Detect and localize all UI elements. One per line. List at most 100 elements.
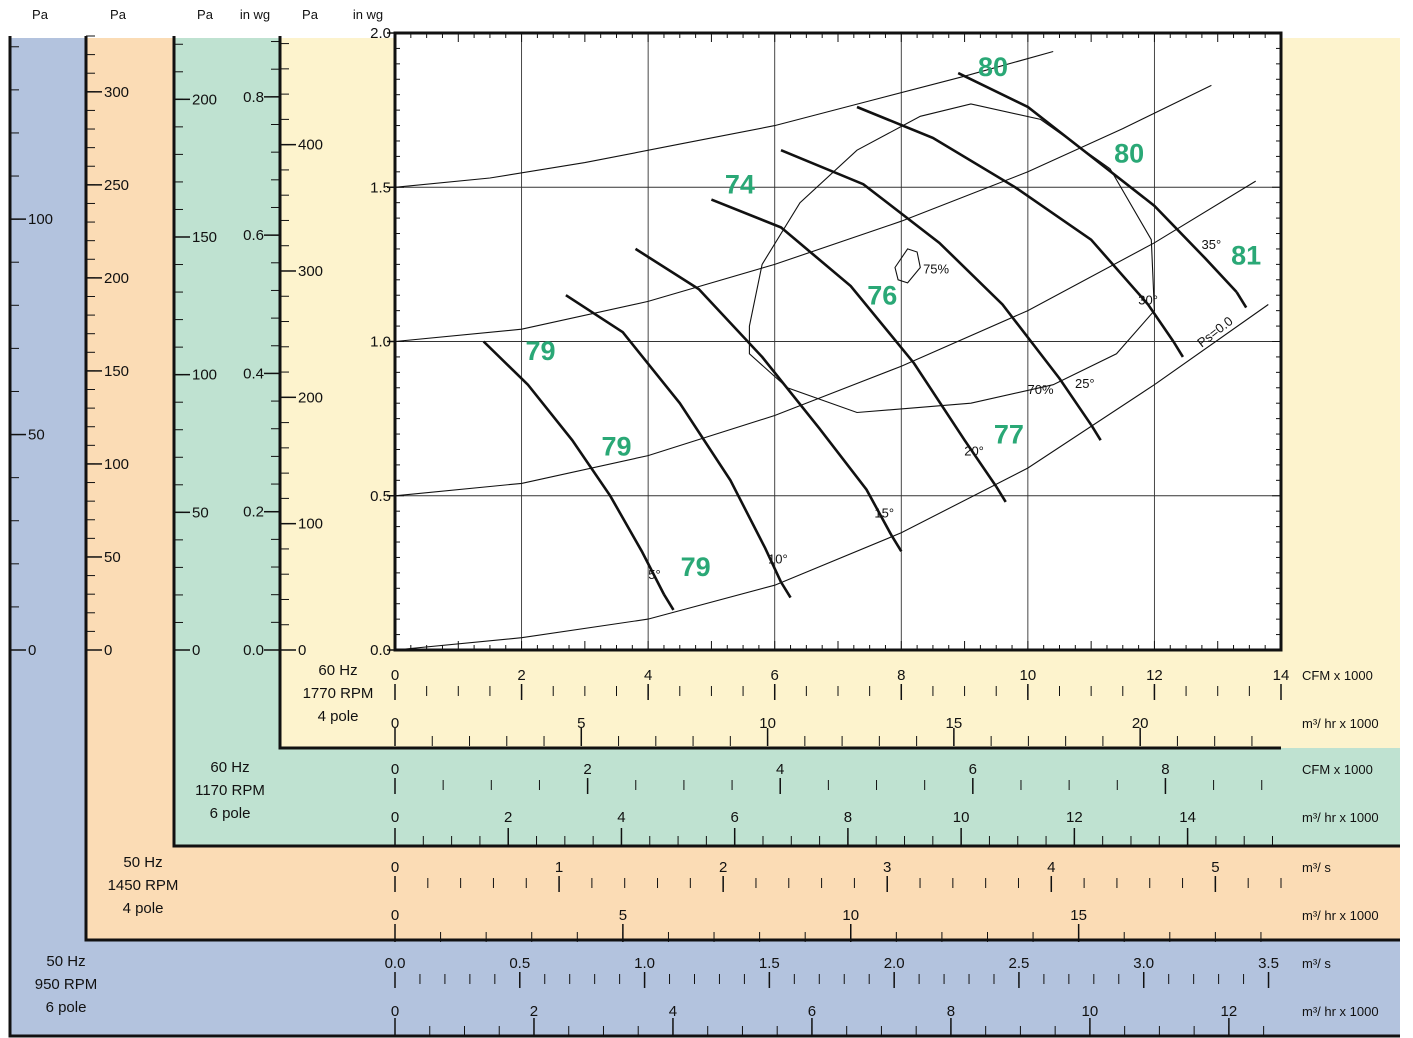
y-scale-label: 0.8 (243, 89, 264, 106)
x-scale-unit: m³/ s (1302, 860, 1331, 875)
blade-angle-label: 25° (1075, 376, 1095, 391)
x-scale-label: 0 (391, 761, 399, 778)
y-scale-label: 200 (192, 91, 217, 108)
x-scale-label: 15 (1070, 907, 1087, 924)
sound-level-label: 80 (978, 52, 1008, 82)
y-scale-label: 150 (104, 363, 129, 380)
x-scale-label: 5 (619, 907, 627, 924)
x-scale-label: 1.0 (634, 955, 655, 972)
blade-angle-curve (710, 198, 998, 488)
y-scale-label: 50 (104, 549, 121, 566)
speed-label: 50 Hz (123, 854, 162, 871)
y-scale-label: 300 (104, 84, 129, 101)
x-scale-label: 2.5 (1009, 955, 1030, 972)
y-scale-label: 50 (28, 427, 45, 444)
blade-angle-tick (662, 593, 675, 611)
x-scale-label: 14 (1273, 667, 1290, 684)
x-scale-unit: m³/ hr x 1000 (1302, 716, 1379, 731)
speed-label: 950 RPM (35, 976, 98, 993)
x-scale-label: 8 (1161, 761, 1169, 778)
efficiency-label: 75% (923, 262, 949, 277)
speed-label: 60 Hz (318, 662, 357, 679)
x-scale-label: 15 (946, 715, 963, 732)
efficiency-contour (894, 248, 921, 284)
x-scale-label: 20 (1132, 715, 1149, 732)
x-scale-label: 10 (842, 907, 859, 924)
x-scale-label: 2 (530, 1003, 538, 1020)
y-axis-unit-header: in wg (353, 7, 383, 22)
y-scale-label: 0.0 (243, 642, 264, 659)
x-scale-label: 8 (844, 809, 852, 826)
x-scale-label: 10 (1020, 667, 1037, 684)
blade-angle-curve (957, 71, 1238, 293)
efficiency-contour (748, 103, 1155, 414)
blade-angle-curve (482, 340, 666, 596)
sound-level-label: 79 (681, 552, 711, 582)
y-axis-unit-header: Pa (110, 7, 127, 22)
system-curve (394, 84, 1212, 343)
x-scale-label: 6 (731, 809, 739, 826)
x-scale-label: 4 (644, 667, 652, 684)
x-scale-label: 4 (776, 761, 784, 778)
x-scale-label: 3.5 (1258, 955, 1279, 972)
y-scale-label: 0.2 (243, 504, 264, 521)
blade-angle-tick (995, 485, 1007, 503)
x-scale-unit: CFM x 1000 (1302, 668, 1373, 683)
x-scale-label: 0 (391, 1003, 399, 1020)
y-axis-unit-header: Pa (302, 7, 319, 22)
x-scale-label: 2 (719, 859, 727, 876)
x-scale-label: 1 (555, 859, 563, 876)
sound-level-label: 74 (725, 169, 755, 199)
x-scale-label: 12 (1066, 809, 1083, 826)
text-labels: 0.00.51.01.52.0Pa Pa Pa in wg Pa in wg0501000… (28, 7, 1379, 1020)
speed-label: 1170 RPM (195, 782, 265, 799)
x-scale-unit: m³/ s (1302, 956, 1331, 971)
y-tick-label: 0.0 (370, 642, 391, 659)
y-scale-label: 100 (298, 516, 323, 533)
blade-angle-label: 15° (874, 505, 894, 520)
y-scale-label: 0 (192, 642, 200, 659)
y-axis-unit-header: Pa (32, 7, 49, 22)
y-scale-label: 100 (28, 211, 53, 228)
x-scale-label: 10 (759, 715, 776, 732)
blade-angle-curve (565, 294, 783, 583)
sound-level-label: 76 (867, 280, 897, 310)
x-scale-label: 10 (953, 809, 970, 826)
blade-angle-label: 35° (1202, 237, 1222, 252)
x-scale-label: 2 (583, 761, 591, 778)
y-scale-label: 0.6 (243, 227, 264, 244)
x-scale-label: 0.0 (385, 955, 406, 972)
x-scale-label: 4 (1047, 859, 1055, 876)
x-scale-label: 6 (969, 761, 977, 778)
band-frame (84, 36, 1400, 942)
x-scale-label: 0.5 (509, 955, 530, 972)
y-tick-label: 1.0 (370, 334, 391, 351)
blade-angle-curve (780, 148, 1093, 426)
blade-angle-label: 30° (1138, 292, 1158, 307)
blade-angle-tick (1235, 291, 1248, 309)
x-scale-label: 0 (391, 859, 399, 876)
x-scale-label: 6 (771, 667, 779, 684)
y-scale-label: 400 (298, 137, 323, 154)
x-scale-label: 5 (1211, 859, 1219, 876)
y-tick-label: 2.0 (370, 25, 391, 42)
blade-angle-label: 5° (648, 567, 660, 582)
speed-label: 6 pole (210, 805, 251, 822)
x-scale-label: 10 (1082, 1003, 1099, 1020)
y-tick-label: 1.5 (370, 179, 391, 196)
blade-angle-curve (856, 105, 1175, 343)
x-scale-label: 2 (504, 809, 512, 826)
blade-angle-tick (1172, 340, 1185, 358)
x-scale-label: 12 (1146, 667, 1163, 684)
x-scale-label: 0 (391, 715, 399, 732)
x-scale-unit: m³/ hr x 1000 (1302, 908, 1379, 923)
efficiency-label: 70% (1027, 382, 1053, 397)
sound-level-label: 77 (994, 419, 1024, 449)
y-scale-label: 300 (298, 263, 323, 280)
blade-angle-label: 10° (768, 552, 788, 567)
blade-angle-tick (890, 535, 903, 552)
system-curve (394, 50, 1054, 188)
sound-level-label: 81 (1231, 240, 1261, 270)
x-scale-label: 4 (669, 1003, 677, 1020)
